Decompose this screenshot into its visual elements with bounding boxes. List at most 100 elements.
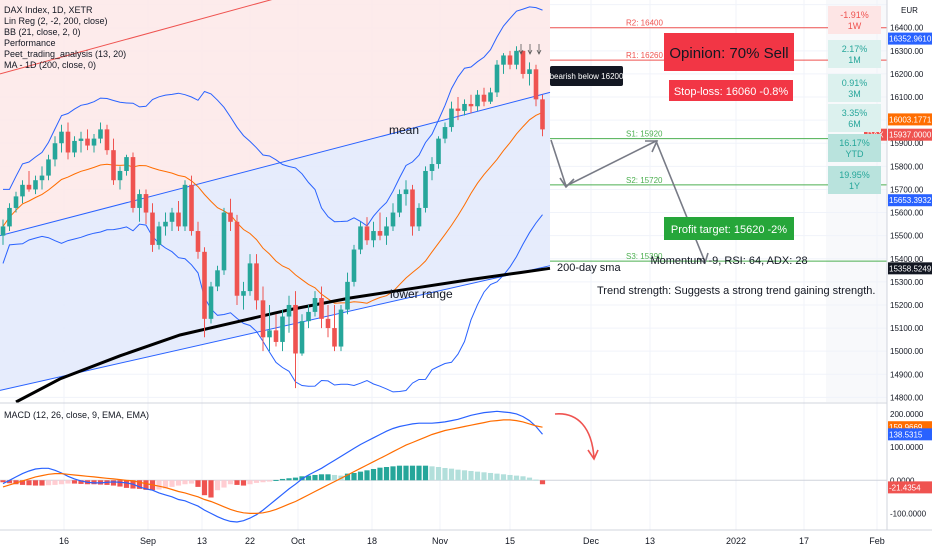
candle-body[interactable] xyxy=(416,207,422,227)
candle-body[interactable] xyxy=(299,321,305,354)
candle-body[interactable] xyxy=(462,103,467,111)
candle-body[interactable] xyxy=(150,212,155,245)
profit-target-box[interactable] xyxy=(664,217,794,240)
candle-body[interactable] xyxy=(390,212,396,227)
candle-body[interactable] xyxy=(13,196,19,208)
candle-body[interactable] xyxy=(436,138,441,165)
performance-period: 6M xyxy=(848,119,861,129)
candle-body[interactable] xyxy=(501,55,506,65)
candle-body[interactable] xyxy=(306,311,311,322)
candle-body[interactable] xyxy=(137,194,142,208)
candle-body[interactable] xyxy=(85,138,90,146)
candle-body[interactable] xyxy=(332,328,337,347)
candle-body[interactable] xyxy=(488,92,493,102)
candle-body[interactable] xyxy=(163,221,168,227)
candle-body[interactable] xyxy=(143,194,149,213)
opinion-box[interactable] xyxy=(664,33,794,71)
macd-histogram-bar xyxy=(71,480,78,484)
candle-body[interactable] xyxy=(202,251,207,319)
candle-body[interactable] xyxy=(215,270,220,287)
candle-body[interactable] xyxy=(78,138,84,141)
candle-body[interactable] xyxy=(234,221,240,296)
candle-body[interactable] xyxy=(338,309,344,347)
candle-body[interactable] xyxy=(377,231,383,236)
candle-body[interactable] xyxy=(527,69,532,74)
candle-body[interactable] xyxy=(156,226,162,245)
candle-body[interactable] xyxy=(286,304,292,317)
candle-body[interactable] xyxy=(293,304,298,354)
candle-body[interactable] xyxy=(397,194,402,213)
candle-body[interactable] xyxy=(124,157,129,171)
drawings[interactable]: Opinion: 70% Sell Stop-loss: 16060 -0.8% P… xyxy=(389,33,875,461)
candle-body[interactable] xyxy=(345,281,350,310)
candle-body[interactable] xyxy=(33,180,38,190)
candle-body[interactable] xyxy=(59,131,64,144)
candle-body[interactable] xyxy=(189,184,194,232)
candle-body[interactable] xyxy=(325,318,331,329)
candle-body[interactable] xyxy=(468,103,474,107)
projection-path[interactable] xyxy=(550,139,706,263)
time-tick-label: 22 xyxy=(245,536,255,546)
candle-body[interactable] xyxy=(273,330,279,342)
candle-body[interactable] xyxy=(280,316,285,342)
candle-body[interactable] xyxy=(247,263,253,292)
candle-body[interactable] xyxy=(65,131,71,153)
candle-body[interactable] xyxy=(429,164,435,171)
candle-body[interactable] xyxy=(46,159,51,176)
candle-body[interactable] xyxy=(384,226,389,236)
macd-histogram-bar xyxy=(214,480,221,491)
candle-body[interactable] xyxy=(254,263,259,301)
candle-body[interactable] xyxy=(91,138,97,146)
candle-body[interactable] xyxy=(351,249,357,282)
candle-body[interactable] xyxy=(182,184,188,227)
candle-body[interactable] xyxy=(312,298,318,312)
candle-body[interactable] xyxy=(0,226,6,236)
candle-body[interactable] xyxy=(540,99,545,130)
candle-body[interactable] xyxy=(371,231,376,241)
candle-body[interactable] xyxy=(26,184,32,190)
stop-loss-box[interactable] xyxy=(669,80,793,101)
candle-body[interactable] xyxy=(176,212,181,227)
candle-body[interactable] xyxy=(449,108,454,128)
bearish-callout[interactable] xyxy=(550,66,623,86)
candle-body[interactable] xyxy=(514,50,519,65)
candle-body[interactable] xyxy=(130,157,136,208)
candle-body[interactable] xyxy=(39,175,45,181)
candle-body[interactable] xyxy=(442,127,448,139)
candle-body[interactable] xyxy=(208,286,214,319)
candle-body[interactable] xyxy=(195,231,201,252)
candle-body[interactable] xyxy=(7,207,12,227)
candle-body[interactable] xyxy=(228,212,233,222)
candle-body[interactable] xyxy=(241,291,246,296)
candle-body[interactable] xyxy=(104,129,110,151)
candle-body[interactable] xyxy=(494,64,500,93)
candle-body[interactable] xyxy=(358,226,363,250)
candles[interactable] xyxy=(0,46,545,389)
candle-body[interactable] xyxy=(364,226,370,241)
performance-period: YTD xyxy=(846,149,865,159)
candle-body[interactable] xyxy=(455,108,461,111)
macd-histogram-bar xyxy=(188,480,195,484)
candle-body[interactable] xyxy=(52,143,58,160)
performance-period: 3M xyxy=(848,89,861,99)
candle-body[interactable] xyxy=(20,184,25,197)
candle-body[interactable] xyxy=(319,298,324,319)
candle-body[interactable] xyxy=(111,150,116,181)
candle-body[interactable] xyxy=(507,55,513,65)
candle-body[interactable] xyxy=(72,140,77,153)
candle-body[interactable] xyxy=(169,212,175,222)
candle-body[interactable] xyxy=(98,129,103,139)
candle-body[interactable] xyxy=(475,94,480,107)
candle-body[interactable] xyxy=(117,170,123,181)
candle-body[interactable] xyxy=(533,69,539,100)
candle-body[interactable] xyxy=(260,300,266,338)
candle-body[interactable] xyxy=(403,189,409,195)
pivot-label: S3: 15390 xyxy=(626,252,663,261)
macd-histogram-bar xyxy=(364,470,370,481)
candle-body[interactable] xyxy=(267,330,272,338)
candle-body[interactable] xyxy=(221,212,227,271)
candle-body[interactable] xyxy=(410,189,415,227)
candle-body[interactable] xyxy=(520,50,526,74)
candle-body[interactable] xyxy=(423,170,428,208)
candle-body[interactable] xyxy=(481,94,487,102)
